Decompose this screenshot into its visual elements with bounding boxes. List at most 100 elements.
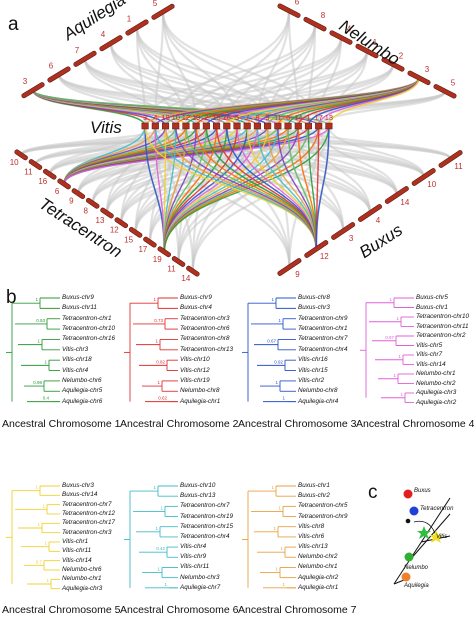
- chromosome-bar-vitis: [264, 122, 272, 130]
- synteny-ribbon: [120, 125, 198, 223]
- tree-ancestral-2: 1 0.73 1 0.82 1 0.62 Buxus-chr9 Buxus-chr4 Tetra…: [118, 292, 239, 432]
- tree-title: Ancestral Chromosome 2: [120, 418, 239, 430]
- support-value: 1: [44, 359, 47, 364]
- chromosome-bar-vitis: [284, 122, 292, 130]
- support-value: 1: [280, 546, 283, 551]
- tree-leaf: Buxus-chr4: [180, 304, 212, 312]
- chromosome-bar-vitis: [274, 122, 282, 130]
- chromosome-number-nelumbo: 3: [425, 65, 430, 74]
- tree-leaf: Nelumbo-chr3: [180, 573, 220, 581]
- support-value: 1: [153, 485, 156, 490]
- chromosome-number-vitis: 9: [266, 113, 270, 122]
- tree-leaf: Nelumbo-chr2: [416, 379, 456, 387]
- chromosome-bar-tetracentron: [85, 197, 100, 209]
- chromosome-bar-tetracentron: [57, 178, 71, 190]
- chromosome-bar-vitis: [192, 122, 200, 130]
- tree-branches: 1 0.73 1 0.82 1 0.62: [124, 297, 178, 403]
- chromosome-number-vitis: 16: [223, 113, 231, 122]
- support-value: 1: [275, 567, 278, 572]
- tree-leaf: Buxus-chr8: [298, 294, 330, 301]
- chromosome-number-nelumbo: 2: [399, 51, 404, 60]
- tree-title: Ancestral Chromosome 4: [356, 418, 474, 430]
- synteny-ribbon: [327, 125, 425, 178]
- chromosome-number-vitis: 5: [235, 113, 239, 122]
- chromosome-number-nelumbo: 1: [373, 38, 378, 47]
- tree-leaf: Tetracentron-chr12: [62, 510, 115, 517]
- chromosome-bar-nelumbo: [329, 30, 353, 45]
- chromosome-number-tetracentron: 17: [138, 245, 147, 254]
- tree-leaf: Aquilegia-chr1: [298, 583, 339, 591]
- tree-leaf: Aquilegia-chr1: [180, 397, 221, 405]
- chromosome-number-vitis: 6: [286, 113, 290, 122]
- chromosome-number-tetracentron: 19: [153, 255, 162, 264]
- support-value: 1: [282, 582, 285, 587]
- tree-leaf: Vitis-chr5: [416, 341, 443, 349]
- chromosome-bar-buxus: [411, 168, 436, 186]
- support-value: 0.62: [158, 396, 167, 401]
- support-value: 1: [155, 339, 158, 344]
- support-value: 0.4: [43, 396, 50, 401]
- chromosome-number-vitis: 1: [306, 113, 310, 122]
- chromosome-bar-aquilegia: [125, 19, 149, 36]
- tree-leaf: Buxus-chr9: [62, 294, 94, 301]
- chromosome-bar-aquilegia: [151, 3, 175, 20]
- tree-leaf: Tetracentron-chr3: [180, 314, 230, 322]
- tree-leaf: Tetracentron-chr4: [180, 532, 230, 540]
- tree-leaf: Tetracentron-chr16: [62, 335, 115, 343]
- chromosome-number-vitis: 11: [274, 113, 282, 122]
- species-vitis: Vitis: [90, 118, 122, 137]
- tree-leaf: Buxus-chr5: [416, 294, 448, 301]
- tree-leaf: Vitis-chr8: [298, 522, 325, 530]
- chromosome-bar-vitis: [141, 122, 149, 130]
- chromosome-bar-nelumbo: [277, 3, 301, 18]
- tree-leaf: Vitis-chr14: [62, 556, 92, 564]
- chromosome-bar-vitis: [294, 122, 302, 130]
- synteny-ribbon: [327, 50, 369, 127]
- tree-leaf: Vitis-chr2: [298, 376, 325, 384]
- star-yellow-icon: [429, 530, 443, 543]
- tree-leaf: Aquilegia-chr5: [62, 387, 103, 395]
- tree-leaf: Vitis-chr6: [298, 532, 325, 540]
- chromosome-bar-vitis: [182, 122, 190, 130]
- tree-leaf: Vitis-chr3: [62, 345, 89, 353]
- support-value: 1: [282, 396, 285, 401]
- chromosome-number-vitis: 4: [153, 113, 157, 122]
- tree-branches: 1 1 1 1 1 1: [242, 485, 296, 589]
- tree-leaf: Vitis-chr7: [416, 351, 443, 358]
- tree-leaf: Aquilegia-chr2: [416, 398, 457, 406]
- chromosome-bar-tetracentron: [71, 188, 86, 200]
- synteny-ribbon: [317, 90, 447, 127]
- support-value: 1: [271, 485, 274, 490]
- tree-leaf: Buxus-chr14: [62, 491, 98, 499]
- support-value: 1: [396, 316, 399, 321]
- chromosome-bar-vitis: [315, 122, 323, 130]
- chromosome-bar-vitis: [202, 122, 210, 130]
- support-value: 1: [275, 380, 278, 385]
- node-nelumbo: [404, 552, 414, 562]
- chromosome-number-vitis: 13: [325, 113, 333, 122]
- synteny-ribbon: [63, 125, 330, 185]
- tree-leaf: Tetracentron-chr15: [180, 522, 233, 530]
- tree-leaf: Aquilegia-chr7: [180, 583, 221, 591]
- tree-leaf: Tetracentron-chr4: [298, 345, 348, 353]
- taxon-aquilegia: Aquilegia: [404, 583, 429, 589]
- chromosome-number-aquilegia: 4: [101, 30, 106, 39]
- tree-ancestral-6: 1 1 1 0.42 1 1 Buxus-chr10 Buxus-chr13 Tetracent…: [118, 480, 238, 620]
- support-value: 0.93: [36, 318, 45, 323]
- tree-leaf: Tetracentron-chr3: [62, 528, 112, 536]
- tree-leaf: Vitis-chr19: [180, 376, 210, 384]
- chromosome-bar-tetracentron: [28, 159, 43, 170]
- support-value: 1: [37, 522, 40, 527]
- chromosome-number-vitis: 17: [315, 113, 323, 122]
- chromosome-bar-vitis: [325, 122, 333, 130]
- chromosome-number-vitis: 15: [212, 113, 220, 122]
- tree-leaf: Vitis-chr1: [62, 538, 89, 545]
- tree-leaf: Tetracentron-chr11: [416, 322, 469, 330]
- support-value: 1: [398, 354, 401, 359]
- node-small: [405, 518, 411, 524]
- panel-b-label: b: [6, 287, 17, 308]
- chromosome-bar-vitis: [151, 122, 159, 130]
- synteny-ribbons: [20, 10, 452, 272]
- tree-leaf: Vitis-chr14: [416, 360, 446, 368]
